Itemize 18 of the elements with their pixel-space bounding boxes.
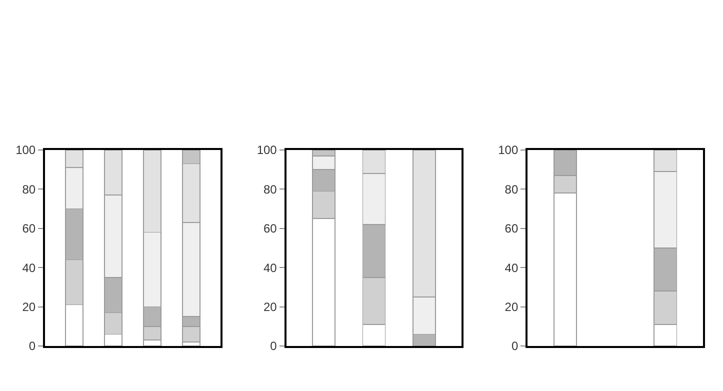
y-tick-label: 80 xyxy=(504,182,518,196)
y-tick-label: 40 xyxy=(264,260,278,275)
y-tick-label: 20 xyxy=(22,300,36,314)
y-tick-label: 40 xyxy=(504,260,518,275)
y-tick-label: 60 xyxy=(22,222,36,236)
y-tick-label: 80 xyxy=(264,182,278,196)
y-tick-label: 60 xyxy=(504,222,518,236)
y-tick-label: 100 xyxy=(256,143,278,158)
y-tick-label: 20 xyxy=(264,300,278,314)
y-tick-label: 100 xyxy=(498,143,518,158)
y-tick-label: 40 xyxy=(22,260,36,275)
y-tick-label: 100 xyxy=(16,143,36,158)
y-tick-label: 0 xyxy=(511,339,518,354)
y-tick-label: 20 xyxy=(504,300,518,314)
y-tick-label: 60 xyxy=(264,222,278,236)
y-tick-label: 0 xyxy=(28,339,36,354)
y-tick-label: 80 xyxy=(22,182,36,196)
y-tick-label: 0 xyxy=(270,339,278,354)
